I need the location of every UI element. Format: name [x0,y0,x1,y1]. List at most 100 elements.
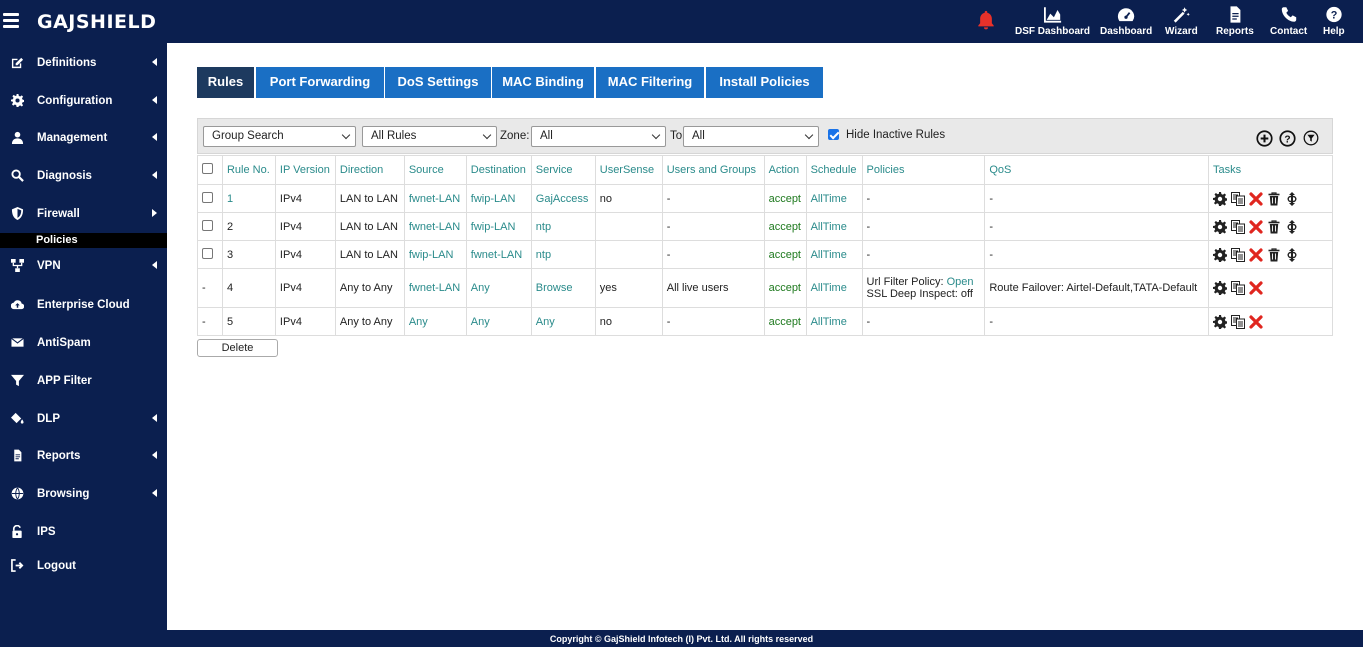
column-header-qos[interactable]: QoS [984,155,1209,185]
sidebar-item-antispam[interactable]: AntiSpam [0,333,167,355]
top-nav-dashboard[interactable]: Dashboard [1100,6,1152,37]
table-row[interactable]: 3 IPv4 LAN to LAN fwip-LAN fwnet-LAN ntp - acce… [197,240,1334,269]
column-header-action[interactable]: Action [763,155,807,185]
column-header-ip-version[interactable]: IP Version [274,155,336,185]
hamburger-menu-icon[interactable] [3,13,19,28]
cell-schedule[interactable]: AllTime [805,307,863,336]
cell-service[interactable]: Any [530,307,596,336]
add-rule-icon[interactable] [1256,130,1273,147]
delete-button[interactable]: Delete [197,339,278,357]
top-nav-help[interactable]: ? Help [1323,6,1345,37]
sidebar-item-configuration[interactable]: Configuration [0,91,167,113]
top-nav-wizard[interactable]: Wizard [1165,6,1198,37]
copy-icon[interactable] [1230,191,1245,206]
gear-icon[interactable] [1212,191,1228,206]
move-icon[interactable] [1285,219,1299,234]
table-row[interactable]: -5 IPv4 Any to Any Any Any Any no - accept AllTim… [197,307,1334,336]
cell-source[interactable]: fwip-LAN [403,240,467,269]
rule-type-select[interactable]: All Rules [362,126,497,147]
group-search-select[interactable]: Group Search [203,126,356,147]
row-checkbox[interactable] [202,247,213,259]
copy-icon[interactable] [1230,247,1245,262]
table-row[interactable]: 1 IPv4 LAN to LAN fwnet-LAN fwip-LAN GajAcces… [197,184,1334,213]
cell-source[interactable]: fwnet-LAN [403,184,467,213]
delete-x-icon[interactable] [1249,247,1263,262]
cell-service[interactable]: ntp [530,212,596,241]
sidebar-item-diagnosis[interactable]: Diagnosis [0,166,167,188]
trash-icon[interactable] [1267,191,1281,206]
cell-destination[interactable]: fwip-LAN [465,184,532,213]
sidebar-item-firewall[interactable]: Firewall [0,204,167,226]
to-zone-select[interactable]: All [683,126,819,147]
column-header-destination[interactable]: Destination [465,155,532,185]
sidebar-item-ips[interactable]: IPS [0,522,167,544]
sidebar-item-vpn[interactable]: VPN [0,256,167,278]
gear-icon[interactable] [1212,247,1228,262]
column-header-schedule[interactable]: Schedule [805,155,863,185]
column-header-rule-no[interactable]: Rule No. [221,155,276,185]
top-nav-reports[interactable]: Reports [1216,6,1254,37]
column-header-tasks[interactable]: Tasks [1207,155,1334,185]
cell-service[interactable]: ntp [530,240,596,269]
trash-icon[interactable] [1267,247,1281,262]
column-header-service[interactable]: Service [530,155,596,185]
sidebar-item-definitions[interactable]: Definitions [0,53,167,75]
cell-source[interactable]: Any [403,307,467,336]
table-row[interactable]: -4 IPv4 Any to Any fwnet-LAN Any Browse yes All… [197,268,1334,308]
column-header-users-and-groups[interactable]: Users and Groups [661,155,765,185]
sidebar-item-app-filter[interactable]: APP Filter [0,371,167,393]
hide-inactive-checkbox[interactable] [828,129,839,140]
filter-icon[interactable] [1303,130,1320,147]
sidebar-item-browsing[interactable]: Browsing [0,484,167,506]
cell-destination[interactable]: fwnet-LAN [465,240,532,269]
delete-x-icon[interactable] [1249,219,1263,234]
sidebar-item-reports[interactable]: Reports [0,446,167,468]
table-row[interactable]: 2 IPv4 LAN to LAN fwnet-LAN fwip-LAN ntp - acce… [197,212,1334,241]
column-header-usersense[interactable]: UserSense [594,155,663,185]
cell-destination[interactable]: fwip-LAN [465,212,532,241]
sidebar-item-management[interactable]: Management [0,128,167,150]
tab-rules[interactable]: Rules [197,67,254,98]
column-header-policies[interactable]: Policies [861,155,986,185]
delete-x-icon[interactable] [1249,191,1263,206]
column-header-source[interactable]: Source [403,155,467,185]
tab-dos-settings[interactable]: DoS Settings [385,67,491,98]
sidebar-item-logout[interactable]: Logout [0,556,167,578]
cell-source[interactable]: fwnet-LAN [403,268,467,308]
tab-mac-filtering[interactable]: MAC Filtering [596,67,704,98]
cell-destination[interactable]: Any [465,268,532,308]
gear-icon[interactable] [1212,219,1228,234]
sidebar-item-enterprise-cloud[interactable]: Enterprise Cloud [0,295,167,317]
help-icon[interactable]: ? [1279,130,1296,147]
zone-select[interactable]: All [531,126,666,147]
delete-x-icon[interactable] [1249,281,1263,295]
cell-schedule[interactable]: AllTime [805,240,863,269]
notification-bell-icon[interactable] [975,8,997,32]
tab-mac-binding[interactable]: MAC Binding [492,67,594,98]
move-icon[interactable] [1285,191,1299,206]
cell-source[interactable]: fwnet-LAN [403,212,467,241]
sidebar-item-dlp[interactable]: DLP [0,409,167,431]
cell-service[interactable]: GajAccess [530,184,596,213]
select-all-checkbox[interactable] [202,163,213,174]
copy-icon[interactable] [1230,281,1245,295]
cell-schedule[interactable]: AllTime [805,212,863,241]
gear-icon[interactable] [1212,281,1228,295]
copy-icon[interactable] [1230,219,1245,234]
sidebar-subitem-policies[interactable]: Policies [0,233,167,248]
top-nav-contact[interactable]: Contact [1270,6,1307,37]
cell-rule-no[interactable]: 1 [221,184,276,213]
cell-schedule[interactable]: AllTime [805,184,863,213]
cell-schedule[interactable]: AllTime [805,268,863,308]
policies-link[interactable]: Open [946,276,974,288]
delete-x-icon[interactable] [1249,314,1263,329]
cell-destination[interactable]: Any [465,307,532,336]
gear-icon[interactable] [1212,314,1228,329]
copy-icon[interactable] [1230,314,1245,329]
top-nav-dsf-dashboard[interactable]: DSF Dashboard [1015,6,1090,37]
cell-service[interactable]: Browse [530,268,596,308]
trash-icon[interactable] [1267,219,1281,234]
column-header-direction[interactable]: Direction [334,155,405,185]
tab-install-policies[interactable]: Install Policies [706,67,823,98]
tab-port-forwarding[interactable]: Port Forwarding [256,67,384,98]
